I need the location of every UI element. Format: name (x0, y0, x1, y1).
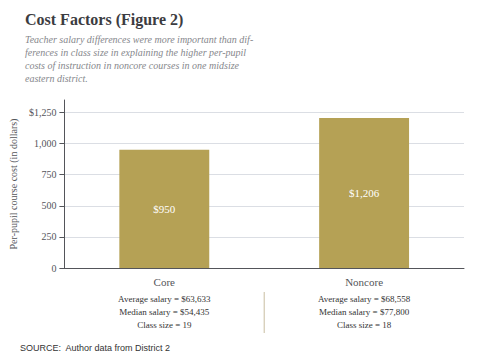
svg-text:ferences in class size in expl: ferences in class size in explaining the… (25, 47, 246, 58)
svg-text:Per-pupil course cost (in doll: Per-pupil course cost (in dollars) (8, 119, 20, 250)
svg-text:Median salary = $77,800: Median salary = $77,800 (319, 307, 410, 317)
svg-text:Class size = 18: Class size = 18 (337, 320, 392, 330)
svg-text:1,000: 1,000 (34, 138, 57, 149)
svg-text:250: 250 (41, 231, 56, 242)
svg-text:$950: $950 (153, 203, 176, 215)
svg-text:costs of instruction in noncor: costs of instruction in noncore courses … (25, 60, 240, 71)
svg-text:Teacher salary differences wer: Teacher salary differences were more imp… (25, 34, 253, 45)
svg-text:$1,206: $1,206 (349, 187, 380, 199)
svg-text:Class size = 19: Class size = 19 (137, 320, 192, 330)
svg-text:Average salary = $63,633: Average salary = $63,633 (118, 294, 211, 304)
svg-text:SOURCE: Author data from Dist: SOURCE: Author data from District 2 (20, 343, 170, 353)
svg-text:Core: Core (154, 276, 176, 288)
svg-text:Average salary = $68,558: Average salary = $68,558 (318, 294, 411, 304)
svg-text:Noncore: Noncore (345, 276, 383, 288)
svg-text:Cost Factors (Figure 2): Cost Factors (Figure 2) (25, 11, 183, 29)
svg-text:750: 750 (41, 169, 56, 180)
svg-text:eastern district.: eastern district. (25, 73, 88, 84)
svg-text:500: 500 (41, 200, 56, 211)
svg-text:Median salary = $54,435: Median salary = $54,435 (119, 307, 210, 317)
svg-text:$1,250: $1,250 (29, 107, 57, 118)
svg-text:0: 0 (51, 263, 56, 274)
